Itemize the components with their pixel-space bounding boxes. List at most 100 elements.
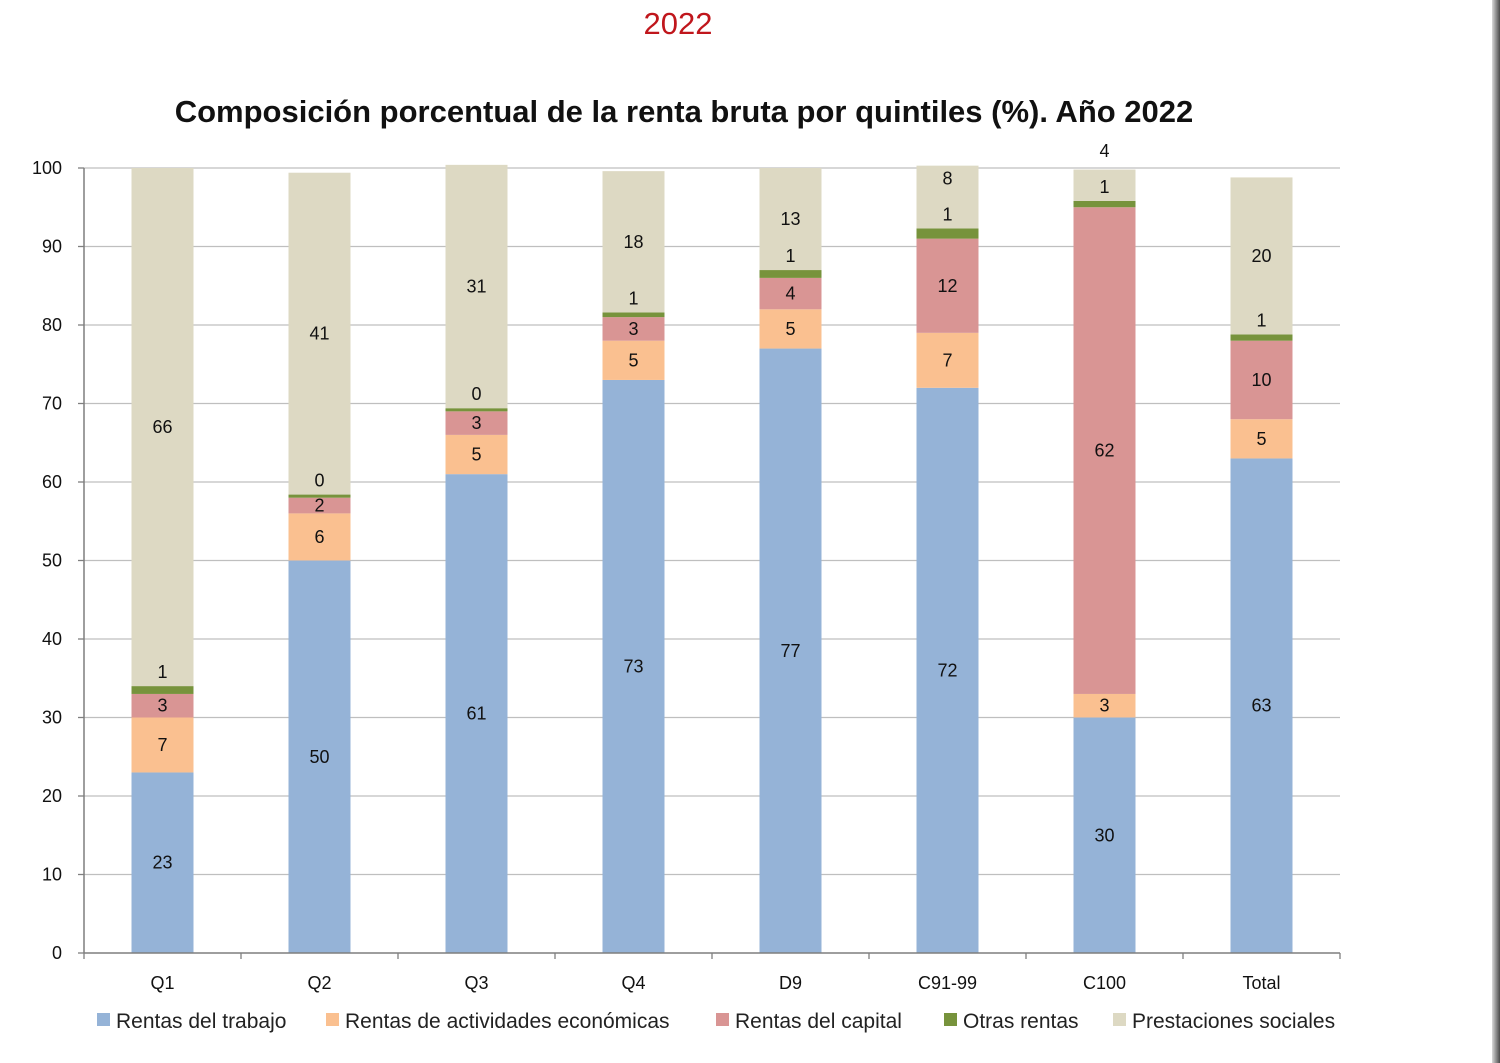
bar-segment-otras-rentas [445, 408, 508, 412]
bar-segment-rentas-capital [1073, 207, 1136, 694]
legend: Rentas del trabajo Rentas de actividades … [97, 1010, 1335, 1033]
bar-segment-prestaciones [1073, 169, 1136, 201]
bar-segment-prestaciones [445, 164, 508, 409]
bar-segment-rentas-capital [602, 317, 665, 341]
data-label-prestaciones: 66 [152, 417, 172, 437]
data-label-rentas-trabajo: 72 [937, 660, 957, 680]
legend-swatch [944, 1013, 957, 1026]
bar-segment-otras-rentas [131, 686, 194, 694]
data-label-otras-rentas: 1 [1099, 177, 1109, 197]
legend-label: Rentas de actividades económicas [345, 1010, 670, 1033]
data-label-rentas-capital: 3 [628, 319, 638, 339]
data-label-otras-rentas: 1 [785, 246, 795, 266]
data-label-rentas-capital: 12 [937, 276, 957, 296]
data-label-rentas-trabajo: 73 [623, 656, 643, 676]
legend-label: Rentas del capital [735, 1010, 902, 1033]
bar-segment-rentas-actividades [445, 434, 508, 475]
y-axis-ticks: 0 10 20 30 40 50 60 70 80 90 100 [32, 158, 84, 963]
y-tick-label: 60 [42, 472, 62, 492]
bars [131, 164, 1293, 953]
data-label-rentas-actividades: 7 [157, 735, 167, 755]
bar-segment-rentas-trabajo [759, 348, 822, 953]
data-label-prestaciones: 20 [1251, 246, 1271, 266]
x-category-label: Q2 [307, 973, 331, 993]
bar-segment-rentas-actividades [602, 340, 665, 380]
bar-segment-prestaciones [916, 165, 979, 229]
bar-segment-rentas-capital [445, 411, 508, 435]
x-category-label: C100 [1083, 973, 1126, 993]
bar-segment-rentas-trabajo [288, 560, 351, 953]
window-edge [1492, 0, 1500, 1063]
y-tick-label: 30 [42, 708, 62, 728]
bar-segment-otras-rentas [759, 270, 822, 278]
bar-segment-rentas-capital [131, 693, 194, 718]
y-tick-label: 20 [42, 786, 62, 806]
data-label-rentas-capital: 3 [471, 413, 481, 433]
bar-segment-prestaciones [602, 171, 665, 313]
data-label-rentas-trabajo: 61 [466, 704, 486, 724]
data-label-rentas-capital: 4 [785, 284, 795, 304]
y-tick-label: 70 [42, 394, 62, 414]
legend-item-rentas-trabajo: Rentas del trabajo [97, 1010, 286, 1033]
y-tick-label: 50 [42, 551, 62, 571]
bar-segment-rentas-trabajo [916, 387, 979, 953]
data-label-prestaciones: 41 [309, 324, 329, 344]
bar-segment-rentas-actividades [916, 332, 979, 388]
bar-segment-otras-rentas [1073, 200, 1136, 208]
data-label-rentas-trabajo: 23 [152, 853, 172, 873]
x-category-label: Q3 [464, 973, 488, 993]
legend-swatch [1113, 1013, 1126, 1026]
data-label-rentas-actividades: 3 [1099, 696, 1109, 716]
legend-item-rentas-capital: Rentas del capital [716, 1010, 902, 1033]
legend-label: Prestaciones sociales [1132, 1010, 1335, 1033]
data-label-rentas-trabajo: 77 [780, 641, 800, 661]
bar-segment-rentas-trabajo [602, 379, 665, 953]
data-label-prestaciones: 8 [942, 168, 952, 188]
bar-segment-rentas-trabajo [1230, 458, 1293, 953]
data-label-rentas-capital: 62 [1094, 441, 1114, 461]
y-tick-label: 100 [32, 158, 62, 178]
data-label-otras-rentas: 1 [628, 288, 638, 308]
bar-segment-prestaciones [759, 168, 822, 271]
bar-segment-prestaciones [131, 168, 194, 687]
legend-label: Rentas del trabajo [116, 1010, 286, 1033]
bar-segment-otras-rentas [602, 312, 665, 318]
bar-segment-otras-rentas [288, 494, 351, 498]
data-label-rentas-trabajo: 50 [309, 747, 329, 767]
x-category-label: C91-99 [918, 973, 977, 993]
legend-swatch [326, 1013, 339, 1026]
x-category-label: Total [1242, 973, 1280, 993]
data-labels: 2373166506204161530317353118775411372712… [152, 141, 1271, 873]
data-label-otras-rentas: 0 [471, 384, 481, 404]
y-tick-label: 90 [42, 237, 62, 257]
bar-segment-rentas-actividades [288, 513, 351, 561]
data-label-otras-rentas: 1 [157, 662, 167, 682]
axes [83, 168, 1341, 959]
data-label-prestaciones: 13 [780, 209, 800, 229]
data-label-rentas-actividades: 5 [628, 350, 638, 370]
data-label-rentas-capital: 2 [314, 496, 324, 516]
bar-segment-rentas-trabajo [131, 772, 194, 953]
legend-swatch [716, 1013, 729, 1026]
data-label-rentas-trabajo: 30 [1094, 825, 1114, 845]
data-label-otras-rentas: 0 [314, 471, 324, 491]
bar-segment-otras-rentas [916, 228, 979, 239]
y-tick-label: 40 [42, 629, 62, 649]
x-axis-categories: Q1 Q2 Q3 Q4 D9 C91-99 C100 Total [150, 973, 1280, 993]
bar-segment-rentas-capital [916, 238, 979, 333]
legend-label: Otras rentas [963, 1010, 1079, 1033]
data-label-rentas-actividades: 7 [942, 350, 952, 370]
data-label-prestaciones: 4 [1099, 141, 1109, 161]
y-tick-label: 10 [42, 865, 62, 885]
data-label-otras-rentas: 1 [1256, 310, 1266, 330]
data-label-otras-rentas: 1 [942, 204, 952, 224]
bar-segment-rentas-actividades [1073, 693, 1136, 718]
data-label-rentas-actividades: 6 [314, 527, 324, 547]
bar-segment-rentas-actividades [1230, 419, 1293, 459]
x-category-label: Q4 [621, 973, 645, 993]
data-label-rentas-capital: 10 [1251, 370, 1271, 390]
data-label-prestaciones: 31 [466, 277, 486, 297]
data-label-rentas-capital: 3 [157, 696, 167, 716]
data-label-rentas-actividades: 5 [1256, 429, 1266, 449]
bar-segment-otras-rentas [1230, 334, 1293, 341]
